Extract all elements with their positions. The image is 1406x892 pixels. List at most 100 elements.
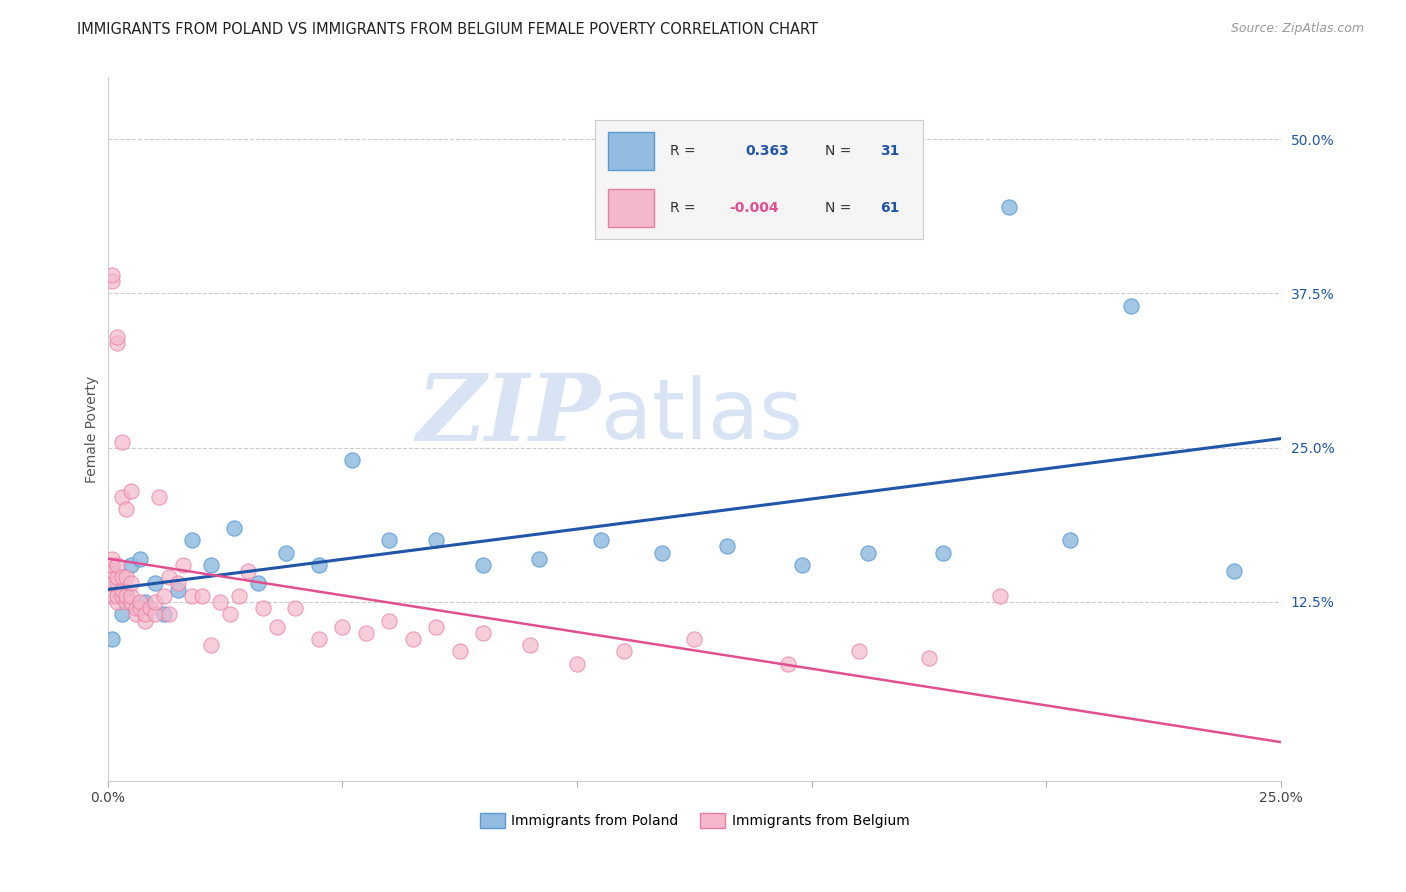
Point: [1059, 533, 1081, 548]
Text: IMMIGRANTS FROM POLAND VS IMMIGRANTS FROM BELGIUM FEMALE POVERTY CORRELATION CHA: IMMIGRANTS FROM POLAND VS IMMIGRANTS FRO…: [77, 22, 818, 37]
Point: [120, 558, 142, 572]
Point: [120, 589, 142, 603]
Point: [472, 625, 495, 640]
Point: [209, 595, 232, 609]
Point: [101, 576, 124, 591]
Point: [228, 589, 250, 603]
Point: [988, 589, 1011, 603]
Point: [105, 595, 128, 609]
Point: [172, 558, 194, 572]
Point: [157, 570, 180, 584]
Point: [1223, 564, 1246, 578]
Point: [683, 632, 706, 646]
Point: [111, 582, 134, 597]
Point: [274, 546, 297, 560]
Point: [143, 607, 166, 622]
Point: [200, 558, 222, 572]
Point: [856, 546, 879, 560]
Point: [354, 625, 377, 640]
Point: [101, 274, 124, 288]
Point: [1119, 299, 1142, 313]
Point: [519, 638, 541, 652]
Point: [425, 620, 447, 634]
Point: [340, 453, 363, 467]
Point: [111, 589, 134, 603]
Point: [115, 502, 138, 516]
Point: [565, 657, 588, 671]
Point: [181, 589, 204, 603]
Point: [284, 601, 307, 615]
Point: [330, 620, 353, 634]
Point: [778, 657, 800, 671]
Point: [139, 601, 162, 615]
Point: [308, 558, 330, 572]
Point: [266, 620, 288, 634]
Point: [848, 644, 870, 658]
Point: [425, 533, 447, 548]
Point: [115, 570, 138, 584]
Point: [148, 490, 170, 504]
Point: [101, 589, 124, 603]
Point: [129, 601, 152, 615]
Point: [101, 268, 124, 282]
Point: [378, 533, 401, 548]
Point: [101, 558, 124, 572]
Point: [190, 589, 212, 603]
Point: [120, 595, 142, 609]
Point: [143, 576, 166, 591]
Point: [153, 589, 176, 603]
Point: [218, 607, 240, 622]
Point: [105, 335, 128, 350]
Point: [134, 607, 156, 622]
Point: [308, 632, 330, 646]
Point: [101, 564, 124, 578]
Point: [613, 644, 636, 658]
Point: [153, 607, 176, 622]
Point: [224, 521, 246, 535]
Point: [792, 558, 814, 572]
Point: [246, 576, 269, 591]
Point: [105, 570, 128, 584]
Y-axis label: Female Poverty: Female Poverty: [86, 376, 100, 483]
Point: [129, 551, 152, 566]
Legend: Immigrants from Poland, Immigrants from Belgium: Immigrants from Poland, Immigrants from …: [474, 808, 915, 834]
Point: [111, 434, 134, 449]
Point: [157, 607, 180, 622]
Point: [120, 576, 142, 591]
Point: [111, 570, 134, 584]
Point: [143, 595, 166, 609]
Point: [105, 589, 128, 603]
Point: [129, 595, 152, 609]
Point: [449, 644, 471, 658]
Point: [105, 582, 128, 597]
Point: [111, 490, 134, 504]
Point: [998, 200, 1021, 214]
Point: [918, 650, 941, 665]
Point: [529, 551, 551, 566]
Point: [120, 483, 142, 498]
Point: [932, 546, 955, 560]
Text: Source: ZipAtlas.com: Source: ZipAtlas.com: [1230, 22, 1364, 36]
Point: [167, 576, 190, 591]
Point: [200, 638, 222, 652]
Text: atlas: atlas: [600, 375, 803, 456]
Point: [111, 607, 134, 622]
Point: [125, 601, 148, 615]
Point: [472, 558, 495, 572]
Point: [238, 564, 260, 578]
Point: [101, 558, 124, 572]
Point: [402, 632, 425, 646]
Point: [125, 607, 148, 622]
Point: [181, 533, 204, 548]
Point: [651, 546, 673, 560]
Point: [378, 614, 401, 628]
Point: [134, 595, 156, 609]
Point: [115, 589, 138, 603]
Point: [716, 540, 738, 554]
Point: [167, 582, 190, 597]
Point: [105, 576, 128, 591]
Point: [115, 595, 138, 609]
Point: [134, 614, 156, 628]
Point: [101, 551, 124, 566]
Point: [589, 533, 612, 548]
